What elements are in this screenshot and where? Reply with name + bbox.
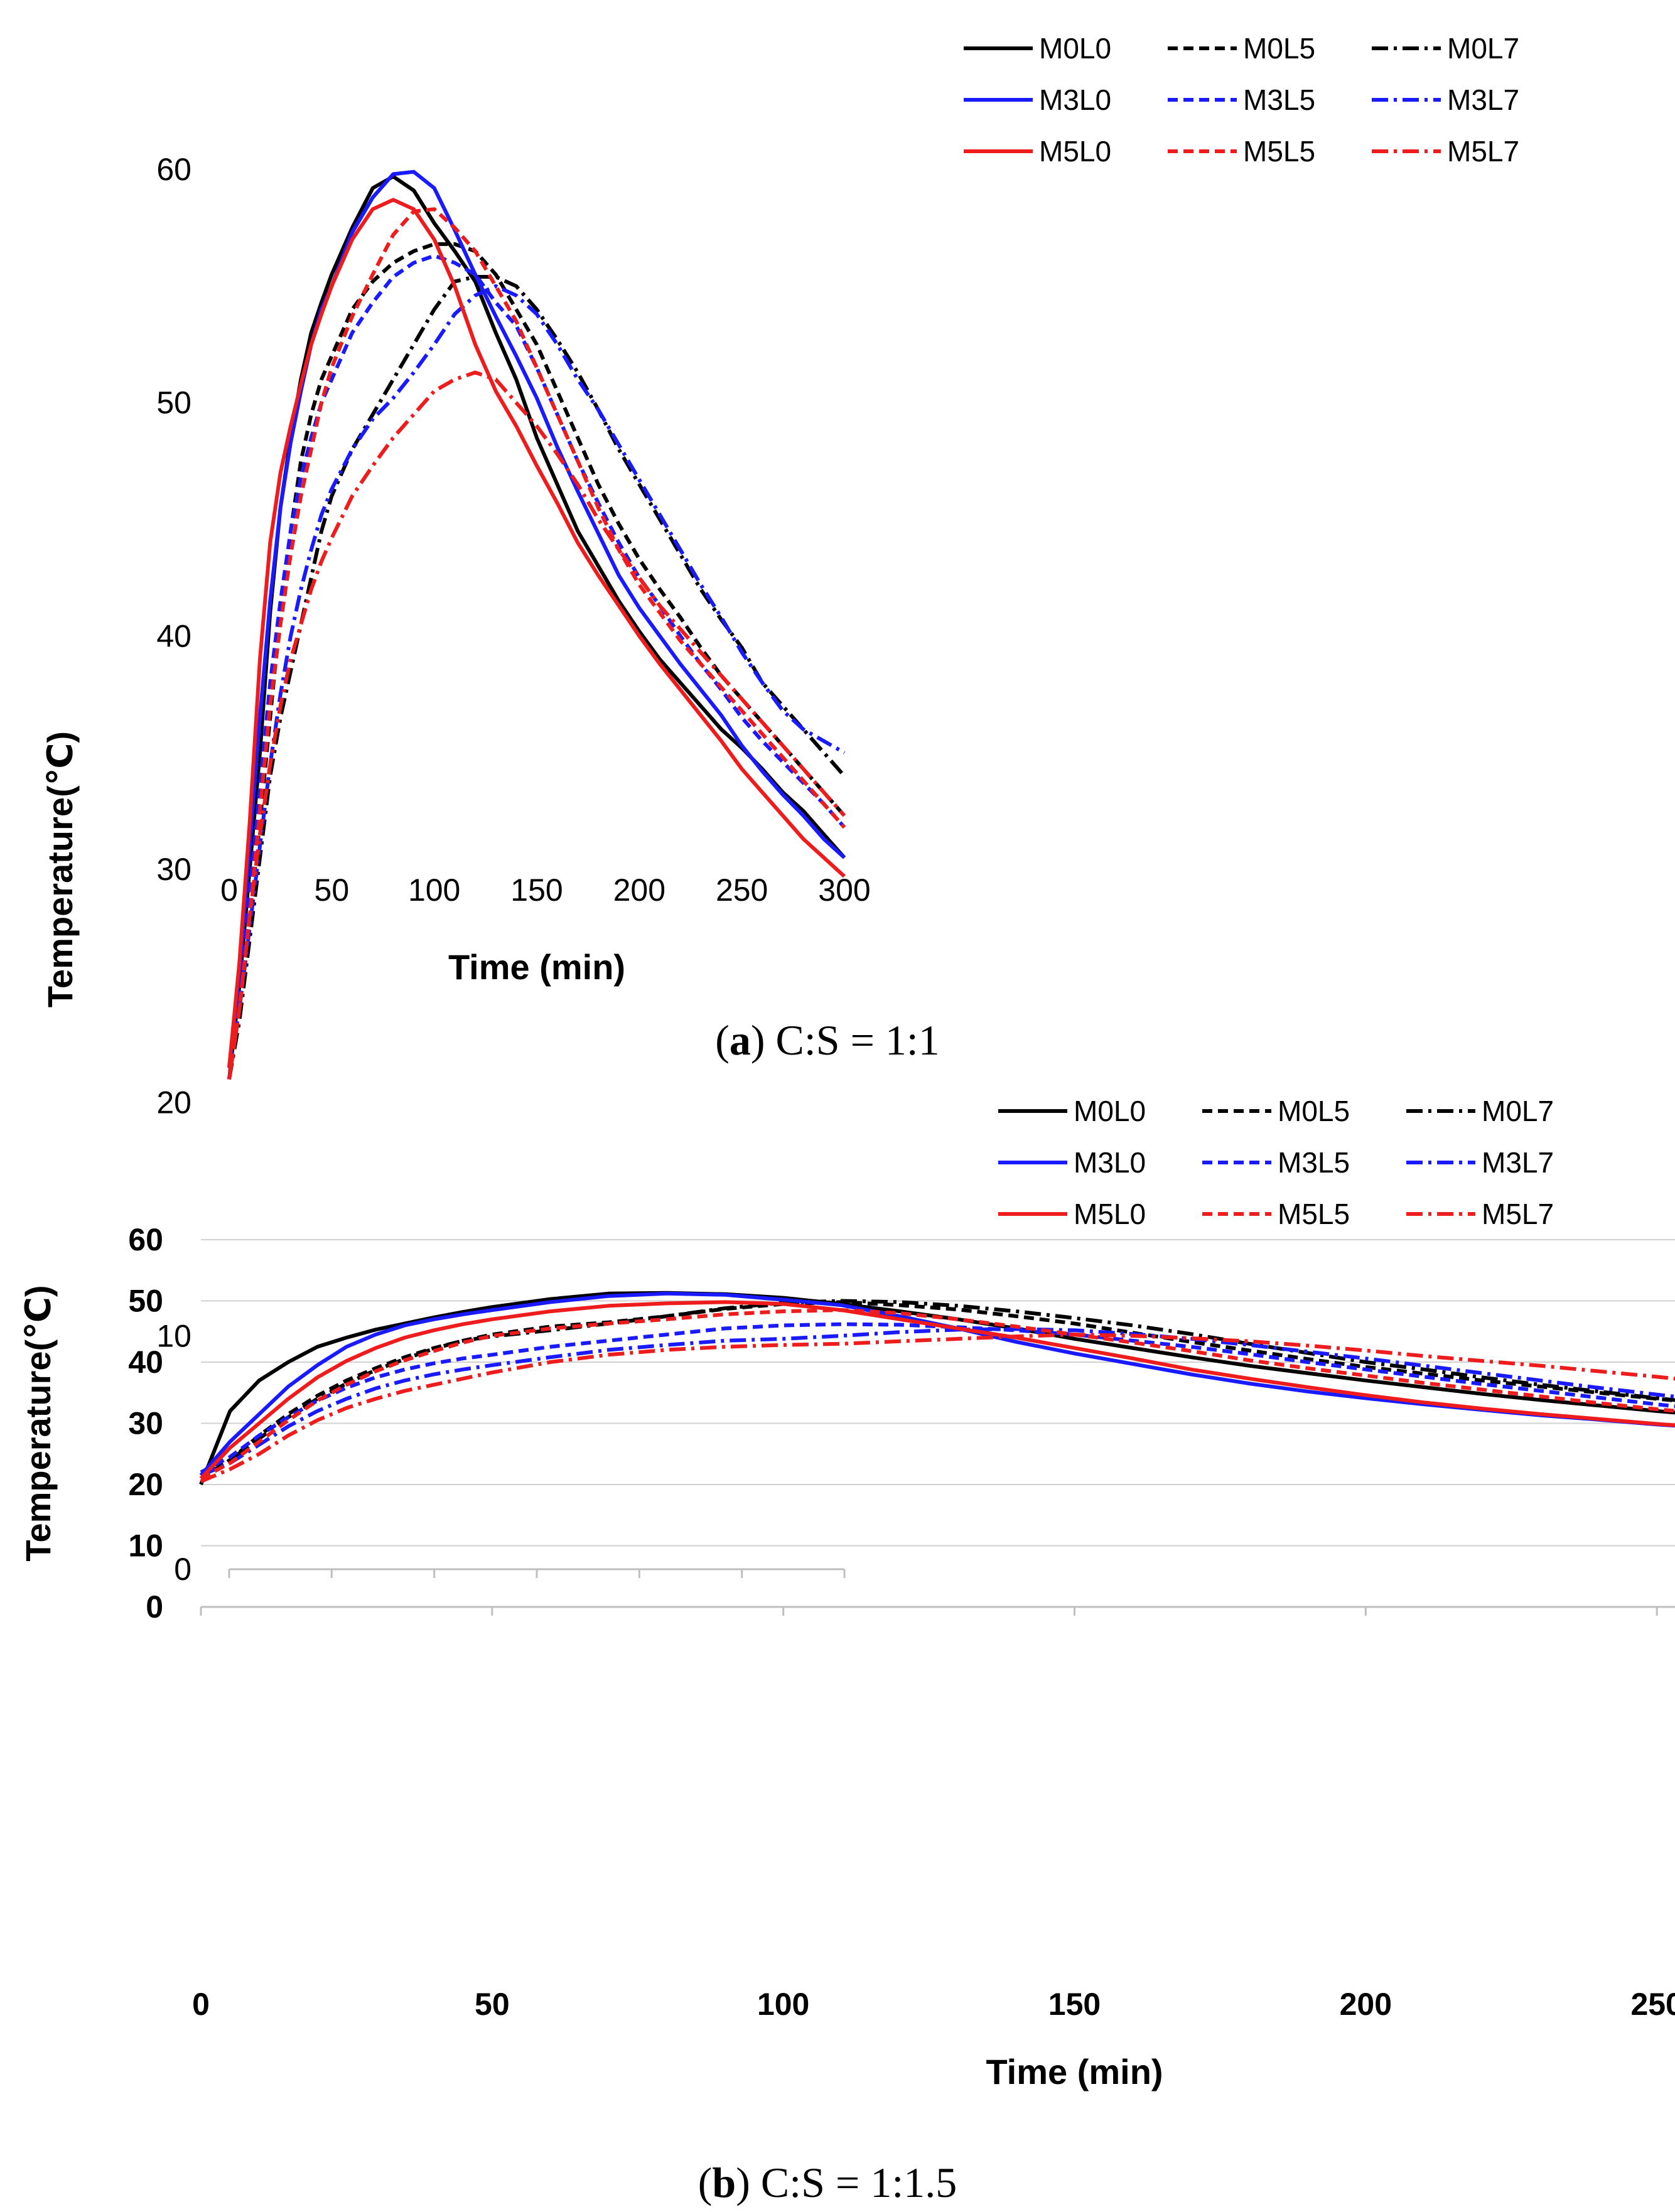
legend-label-m0l0: M0L0 xyxy=(1074,1095,1146,1127)
x-tick-label: 50 xyxy=(475,1987,510,2022)
series-line-m3l0 xyxy=(227,169,846,1068)
series-line-m5l5 xyxy=(200,1308,1675,1480)
legend-label-m5l5: M5L5 xyxy=(1243,135,1315,168)
legend-label-m3l5: M3L5 xyxy=(1278,1146,1350,1179)
legend-label-m3l0: M3L0 xyxy=(1039,83,1111,116)
legend-label-m5l0: M5L0 xyxy=(1074,1198,1146,1230)
legend-label-m0l0: M0L0 xyxy=(1039,32,1111,65)
x-tick-label: 100 xyxy=(408,872,460,908)
series-line-m5l7 xyxy=(227,370,846,1080)
series-line-m3l7 xyxy=(227,284,846,1068)
y-tick-label: 10 xyxy=(156,1318,191,1353)
series-line-m3l5 xyxy=(227,254,846,1080)
legend-label-m0l7: M0L7 xyxy=(1447,32,1519,65)
x-tick-label: 300 xyxy=(818,872,870,908)
legend-label-m5l5: M5L5 xyxy=(1278,1198,1350,1230)
chart-a: 0 50 100 150 200 250 300 0 10 20 30 40 50 60 Time (min… xyxy=(40,32,1519,1587)
x-axis-title: Time (min) xyxy=(986,2052,1163,2091)
legend-label-m0l7: M0L7 xyxy=(1482,1095,1554,1127)
x-tick-label: 0 xyxy=(192,1987,210,2022)
x-tick-label: 150 xyxy=(1048,1987,1101,2022)
y-tick-label: 60 xyxy=(128,1222,163,1257)
series-line-m5l7 xyxy=(200,1333,1675,1483)
x-axis-title: Time (min) xyxy=(448,947,625,987)
series-line-m0l7 xyxy=(200,1299,1675,1478)
x-tick-label: 50 xyxy=(315,872,350,908)
legend-label-m5l7: M5L7 xyxy=(1482,1198,1554,1230)
legend-label-m0l5: M0L5 xyxy=(1278,1095,1350,1127)
x-tick-label: 150 xyxy=(510,872,563,908)
series-line-m5l0 xyxy=(227,198,846,1068)
legend-label-m3l5: M3L5 xyxy=(1243,83,1315,116)
legend-label-m3l0: M3L0 xyxy=(1074,1146,1146,1179)
y-tick-label: 60 xyxy=(156,152,191,187)
y-tick-label: 10 xyxy=(128,1528,163,1564)
legend-label-m0l5: M0L5 xyxy=(1243,32,1315,65)
legend-label-m3l7: M3L7 xyxy=(1447,83,1519,116)
y-tick-label: 40 xyxy=(128,1345,163,1380)
y-tick-label: 50 xyxy=(128,1284,163,1319)
y-tick-label: 20 xyxy=(156,1085,191,1120)
y-tick-label: 40 xyxy=(156,618,191,653)
caption-b: (b) C:S = 1:1.5 xyxy=(698,2159,957,2206)
y-axis-title: Temperature(℃) xyxy=(40,731,80,1007)
series-line-m5l5 xyxy=(227,207,846,1080)
x-tick-label: 250 xyxy=(716,872,768,908)
x-tick-label: 250 xyxy=(1630,1987,1675,2022)
legend-label-m3l7: M3L7 xyxy=(1482,1146,1554,1179)
legend-label-m5l7: M5L7 xyxy=(1447,135,1519,168)
x-tick-label: 100 xyxy=(757,1987,809,2022)
y-tick-label: 50 xyxy=(156,385,191,421)
series-line-m3l0 xyxy=(199,1291,1675,1477)
series-line-m0l0 xyxy=(199,1291,1675,1486)
x-tick-label: 200 xyxy=(1340,1987,1392,2022)
series-line-m3l5 xyxy=(200,1322,1675,1474)
y-axis-title: Temperature(℃) xyxy=(18,1285,58,1561)
legend-label-m5l0: M5L0 xyxy=(1039,135,1111,168)
caption-a: (a) C:S = 1:1 xyxy=(715,1016,940,1064)
series-line-m3l7 xyxy=(200,1327,1675,1478)
series-line-m5l0 xyxy=(199,1300,1675,1480)
y-tick-label: 30 xyxy=(156,852,191,887)
y-tick-label: 0 xyxy=(146,1589,163,1624)
x-tick-label: 0 xyxy=(220,872,238,908)
x-tick-label: 200 xyxy=(613,872,665,908)
y-tick-label: 0 xyxy=(174,1552,191,1587)
y-tick-label: 30 xyxy=(128,1406,163,1441)
y-tick-label: 20 xyxy=(128,1467,163,1502)
